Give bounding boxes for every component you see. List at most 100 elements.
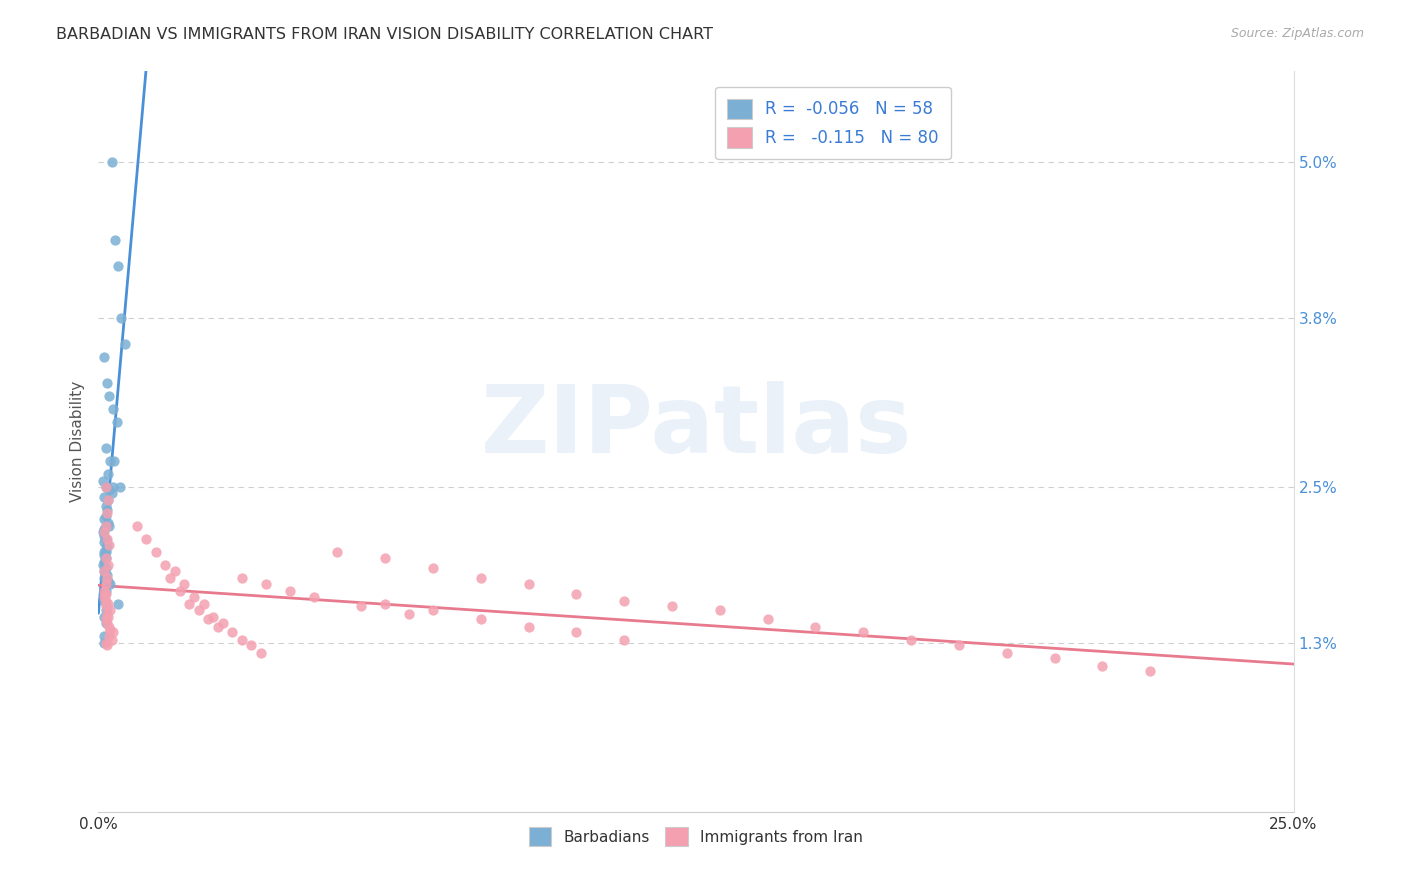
Point <box>183 591 205 605</box>
Point <box>145 545 167 559</box>
Point <box>93 565 115 579</box>
Point <box>211 616 233 631</box>
Point <box>350 599 373 614</box>
Point <box>98 454 122 468</box>
Point <box>91 474 114 488</box>
Point <box>96 571 118 585</box>
Point <box>101 155 124 169</box>
Point <box>97 519 120 533</box>
Point <box>163 565 186 579</box>
Point <box>93 586 115 600</box>
Point <box>94 480 117 494</box>
Point <box>96 568 118 582</box>
Point <box>613 594 636 608</box>
Point <box>108 480 131 494</box>
Point <box>135 532 157 546</box>
Point <box>97 516 120 531</box>
Point <box>93 491 115 505</box>
Point <box>101 633 124 648</box>
Point <box>101 480 124 494</box>
Point <box>374 551 396 566</box>
Point <box>1091 659 1114 673</box>
Point <box>96 503 118 517</box>
Point <box>98 623 122 637</box>
Point <box>91 525 114 540</box>
Point <box>93 629 115 643</box>
Point <box>240 639 263 653</box>
Point <box>93 525 115 540</box>
Legend: Barbadians, Immigrants from Iran: Barbadians, Immigrants from Iran <box>523 822 869 852</box>
Point <box>94 603 117 617</box>
Point <box>93 522 115 536</box>
Point <box>105 415 128 429</box>
Point <box>1043 651 1066 665</box>
Point <box>900 633 922 648</box>
Point <box>197 612 219 626</box>
Point <box>97 389 120 403</box>
Point <box>517 577 540 591</box>
Point <box>103 454 125 468</box>
Point <box>250 646 273 660</box>
Point <box>93 529 115 543</box>
Point <box>101 402 124 417</box>
Point <box>94 594 117 608</box>
Point <box>107 259 129 273</box>
Point <box>398 607 420 622</box>
Point <box>278 583 301 598</box>
Y-axis label: Vision Disability: Vision Disability <box>69 381 84 502</box>
Point <box>202 610 225 624</box>
Point <box>173 577 195 591</box>
Point <box>804 620 827 634</box>
Point <box>565 586 588 600</box>
Point <box>93 583 115 598</box>
Point <box>97 483 120 497</box>
Text: BARBADIAN VS IMMIGRANTS FROM IRAN VISION DISABILITY CORRELATION CHART: BARBADIAN VS IMMIGRANTS FROM IRAN VISION… <box>56 27 713 42</box>
Point <box>97 538 120 552</box>
Point <box>231 633 253 648</box>
Point <box>97 620 120 634</box>
Point <box>517 620 540 634</box>
Point <box>756 612 779 626</box>
Point <box>1139 665 1161 679</box>
Point <box>97 610 120 624</box>
Point <box>94 577 117 591</box>
Point <box>302 591 325 605</box>
Point <box>93 512 115 526</box>
Point <box>94 480 117 494</box>
Point <box>94 586 117 600</box>
Point <box>207 620 229 634</box>
Point <box>661 599 683 614</box>
Point <box>93 548 115 562</box>
Point <box>193 597 215 611</box>
Point <box>709 603 731 617</box>
Point <box>110 311 132 326</box>
Point <box>613 633 636 648</box>
Point <box>221 625 243 640</box>
Point <box>565 625 588 640</box>
Point <box>97 574 120 588</box>
Point <box>94 560 117 574</box>
Point <box>97 467 120 481</box>
Point <box>94 508 117 523</box>
Point <box>179 597 201 611</box>
Point <box>94 583 117 598</box>
Point <box>101 486 124 500</box>
Point <box>104 233 127 247</box>
Point <box>91 558 114 572</box>
Point <box>94 500 117 514</box>
Point <box>96 616 118 631</box>
Point <box>93 571 115 585</box>
Point <box>93 545 115 559</box>
Point <box>155 558 177 572</box>
Point <box>94 551 117 566</box>
Point <box>97 493 120 508</box>
Point <box>96 480 118 494</box>
Point <box>470 612 492 626</box>
Point <box>125 519 148 533</box>
Point <box>94 519 117 533</box>
Point <box>96 607 118 622</box>
Point <box>93 350 115 364</box>
Point <box>93 555 115 569</box>
Point <box>422 560 444 574</box>
Point <box>101 625 124 640</box>
